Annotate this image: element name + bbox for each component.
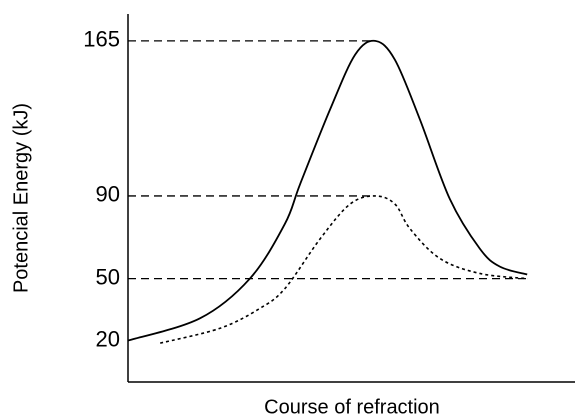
y-tick-label: 90	[96, 182, 120, 207]
y-axis-label: Potencial Energy (kJ)	[10, 103, 32, 293]
curve	[127, 39, 528, 342]
y-tick-label: 50	[96, 264, 120, 289]
y-tick-label: 165	[83, 27, 120, 52]
curve	[159, 195, 528, 344]
x-axis-label: Course of refraction	[264, 396, 440, 418]
y-tick-label: 20	[96, 326, 120, 351]
